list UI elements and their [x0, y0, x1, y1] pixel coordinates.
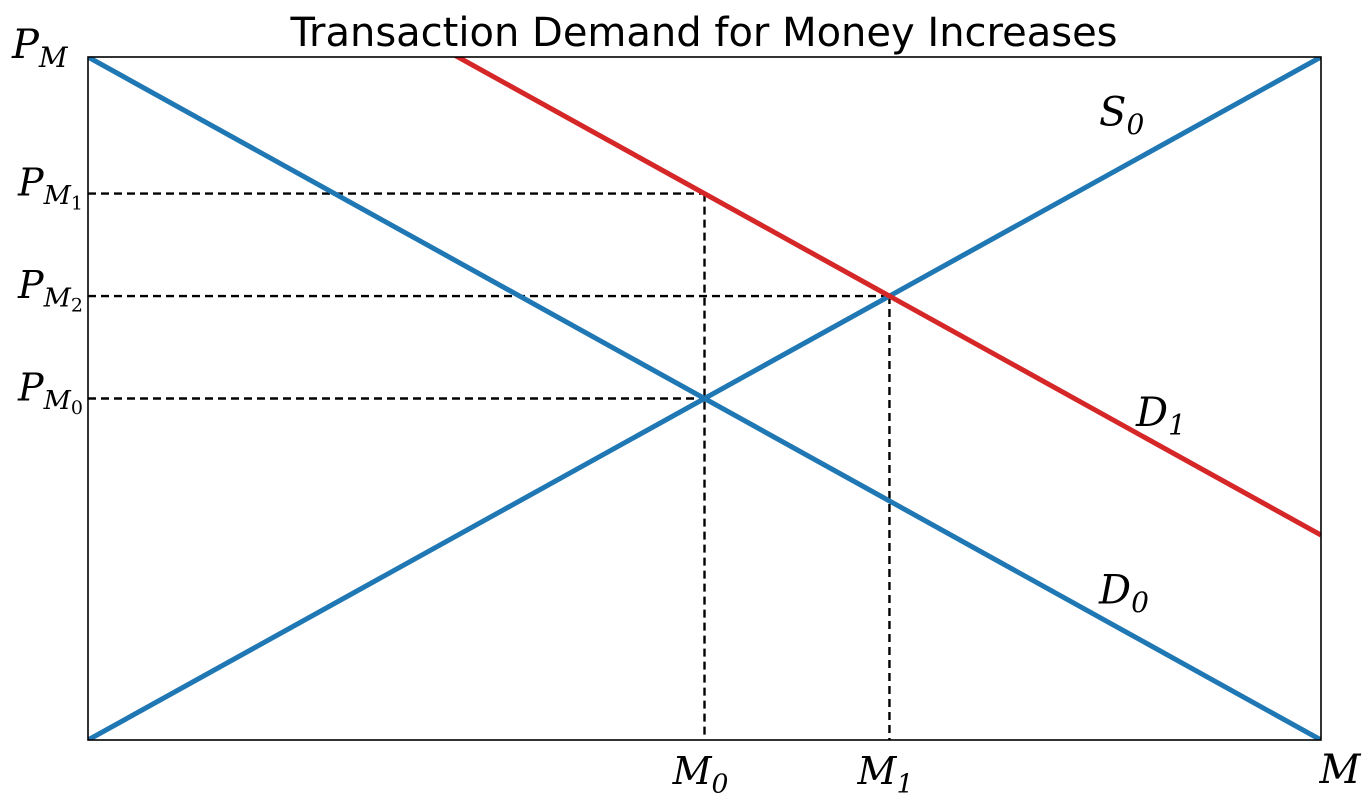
x-tick-label-m0: M0 [672, 749, 729, 799]
axes-frame [87, 56, 1322, 741]
y-tick-label-m0: PM0 [17, 366, 83, 420]
plot-area [87, 56, 1322, 741]
y-tick-label-m2: PM2 [17, 263, 83, 317]
curves [88, 57, 1321, 740]
curve-label-s0: S0 [1099, 89, 1144, 141]
curve-d1 [452, 57, 1321, 538]
x-tick-label-m1: M1 [857, 749, 914, 799]
guide-lines [88, 192, 891, 740]
curve-label-d0: D0 [1098, 567, 1149, 619]
y-axis-label: PM [11, 22, 69, 74]
chart-title: Transaction Demand for Money Increases [289, 10, 1117, 56]
y-tick-label-m1: PM1 [17, 161, 83, 215]
axis-and-curve-labels: PM M PM1 PM2 PM0 M0 M1 S0 D0 D1 [11, 22, 1362, 799]
curve-label-d1: D1 [1135, 390, 1186, 442]
curve-d0 [88, 57, 1321, 740]
x-axis-label: M [1319, 747, 1362, 793]
